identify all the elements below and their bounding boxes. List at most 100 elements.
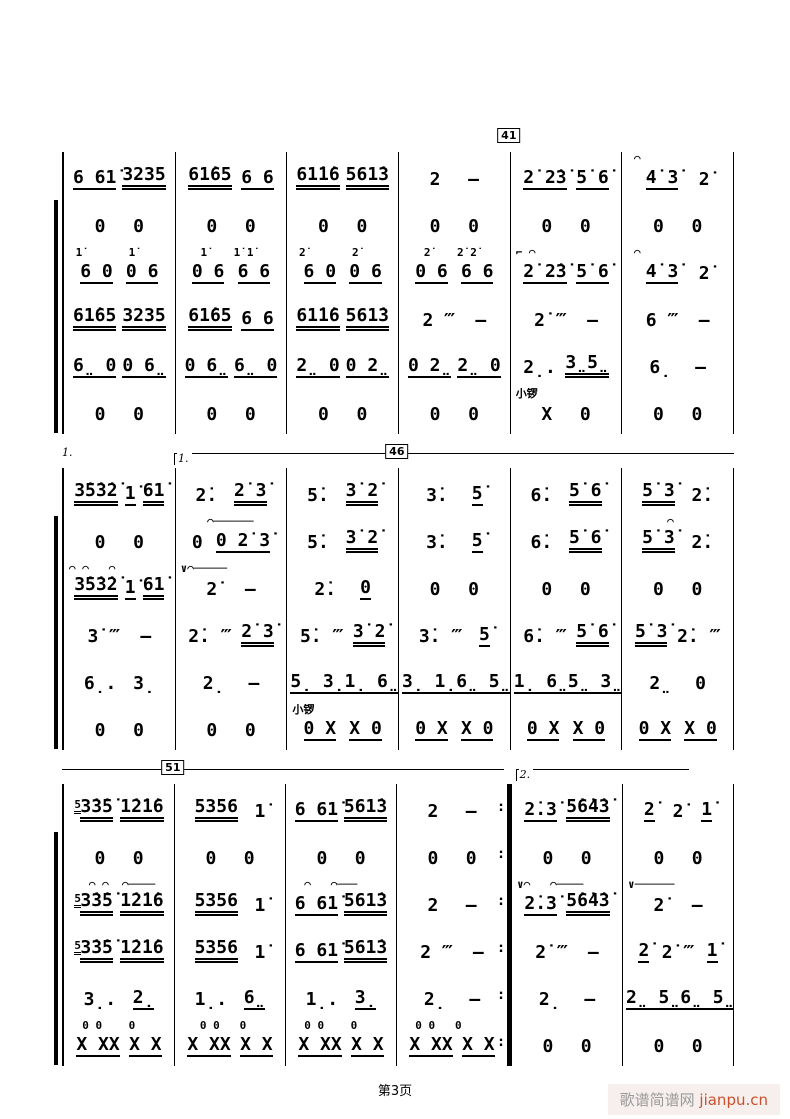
stave-row: 1̇ 1̇ 6 0 0 6 1̇ 1̇ 1̇ 0 6 6 6 2̇ 2̇ 6 0 0 6 2… [62, 246, 735, 293]
measure-notes: 5̣ 3̣ 1̣ 6̤ [287, 671, 401, 703]
measure-notes: 5̇. ‴ 3̇ 2̇ [287, 621, 398, 656]
measure-annotation: 2̇ 2̇ [292, 247, 359, 259]
measure-annotation: ◠ [627, 247, 641, 259]
measure-notes: 3̇. 5̇ [399, 530, 510, 562]
note-group: 3̇ 2̇ [345, 527, 379, 553]
note-group: 3̣ [354, 987, 377, 1010]
note-group: 0 2̤ [345, 355, 390, 378]
note-group: 6 ‴ [645, 310, 679, 331]
note-group: — [695, 357, 706, 378]
note-group: 2̇. ‴ [188, 626, 232, 647]
measure-notes: 3̇ ‴ — [64, 626, 175, 656]
stave-row: ◠ ◠ ◠──── 5̇ 3̇3̇5̇ 1̇2̇1̇6 5356 1̇ ◠ ◠─── 6 6… [62, 878, 734, 925]
measure-annotation: 0 0 0 [402, 1020, 462, 1032]
measure-notes: 2̇. 2̇ 3̇ [176, 480, 287, 515]
note-group: X X [129, 1034, 162, 1057]
measure-notes: 5̇. 3̇ 2̇ [287, 480, 398, 515]
note-group: 3̇. [426, 532, 448, 553]
note-group: 0 X [415, 718, 448, 741]
note-group: 5̇ [471, 530, 483, 553]
note-group: 0 [691, 1036, 703, 1057]
measure-notes: 2— [397, 801, 507, 831]
note-group: 2 ‴ [420, 942, 453, 963]
measure: ◠ 4̇ 3̇ 2̇ [622, 152, 735, 199]
note-group: 2̇ [638, 940, 650, 963]
note-group: 1̣. [194, 989, 228, 1010]
note-group: 0 [360, 577, 371, 600]
measure-notes: 5̇ 3̇ 2̇. [622, 480, 733, 515]
measure: 2̇. 0 [287, 562, 400, 609]
note-group: 3̇3̇5̇ [80, 890, 113, 916]
measure: 2̇. ‴ 2̇ 3̇ [176, 609, 288, 656]
measure: 5356 1̇ [175, 784, 286, 831]
note-group: 0 [691, 848, 703, 869]
measure: 0 0 0 X XX X X [286, 1019, 397, 1066]
note-group: 2̣ [538, 989, 561, 1010]
note-group: 2̤ 0 [457, 355, 501, 378]
measure: 3̣ 1̣ 6̤ 5̤ [399, 656, 511, 703]
note-group: 5̇ [479, 624, 490, 647]
note-group: 5̇ 6̇ [576, 167, 609, 190]
note-group: 2̇.3̇ [524, 799, 557, 822]
measure: ◠────── 0 0 2̇ 3̇ [176, 515, 288, 562]
note-group: 561̇3 [343, 796, 388, 822]
measure-notes: 3̇5̇3̇2̇ 1̇ 61̇ [64, 574, 175, 609]
note-group: 6 61̇ [294, 893, 339, 916]
measure: 0 0 ∶ [397, 831, 512, 878]
volta-bracket: 1. [174, 452, 734, 465]
measure: 5̇ 3̇3̇5̇ 1̇2̇1̇6 [64, 925, 175, 972]
note-group: 2̇ 3̇ [233, 480, 267, 506]
note-group: 3̇ ‴ [87, 626, 120, 647]
measure-notes: 2— [397, 895, 507, 925]
note-group: 2̇ ‴ [535, 942, 568, 963]
note-group: 0 [318, 216, 329, 237]
measure-notes: 2 ‴ — [399, 310, 510, 340]
note-group: 0 [244, 216, 256, 237]
note-group: 2 [429, 169, 441, 190]
measure-notes: 0 X X 0 [511, 718, 622, 750]
ending-line [62, 769, 505, 781]
note-group: — [248, 673, 260, 694]
measure-notes: 61̇65 3235 [64, 305, 175, 340]
note-group: X 0 [349, 718, 382, 741]
note-group: 5̇ 3̇ [642, 480, 675, 506]
measure: 0 X X 0 [399, 703, 511, 750]
note-group: 6̇. ‴ [523, 626, 567, 647]
note-group: 0 [94, 404, 106, 425]
watermark-site-name: 歌谱简谱网 [619, 1091, 695, 1109]
note-group: 2̇ 2̇3̇ [523, 261, 567, 284]
note-group: 2̇ [643, 799, 655, 822]
note-group: — [465, 801, 477, 822]
note-group: 6̤ 0 [234, 355, 278, 378]
watermark-link[interactable]: jianpu.cn [699, 1091, 768, 1109]
note-group: 0 [133, 404, 144, 425]
measure: 3̣. 2̣ [64, 972, 175, 1019]
measure-notes: 5356 1̇ [175, 937, 285, 972]
note-group: 0 [133, 216, 144, 237]
measure-notes: 1̣. 6̤ [175, 987, 285, 1019]
measure-annotation: 0 0 0 [69, 1020, 136, 1032]
note-group: 0 [468, 579, 480, 600]
measure-notes: 61̇65 6 6 [176, 164, 287, 199]
measure: 1̇ 1̇ 6 0 0 6 [64, 246, 176, 293]
note-group: 0 [429, 216, 441, 237]
measure-notes: 2̤ 5̤ 6̤ 5̤ [623, 987, 737, 1019]
measure-annotation: ◠ [627, 153, 641, 165]
note-group: 3235 [122, 164, 166, 190]
note-group: 3̣ 1̣ [402, 671, 457, 694]
measure-notes: 2̤ 0 [622, 673, 733, 703]
note-group: 0 [356, 216, 368, 237]
note-group: 561̇3 [343, 890, 388, 916]
note-group: 0 6 [415, 261, 448, 284]
measure-annotation: ◠ ◠ ◠ [69, 563, 116, 575]
note-group: 6 6 [460, 261, 494, 284]
stave-row: 6̣. 3̣ 2̣ —5̣ 3̣ 1̣ 6̤ 3̣ 1̣ 6̤ 5̤ 1̣ 6̤ 5̤ 3̤ 2̤… [62, 656, 735, 703]
